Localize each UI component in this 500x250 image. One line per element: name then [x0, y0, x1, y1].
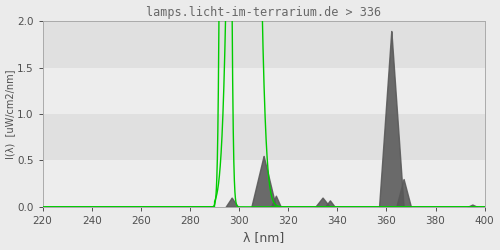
Bar [42, 160, 484, 207]
Y-axis label: I(λ)  [uW/cm2/nm]: I(λ) [uW/cm2/nm] [6, 69, 16, 159]
X-axis label: λ [nm]: λ [nm] [243, 232, 284, 244]
Bar [42, 68, 484, 114]
Title: lamps.licht-im-terrarium.de > 336: lamps.licht-im-terrarium.de > 336 [146, 6, 381, 18]
